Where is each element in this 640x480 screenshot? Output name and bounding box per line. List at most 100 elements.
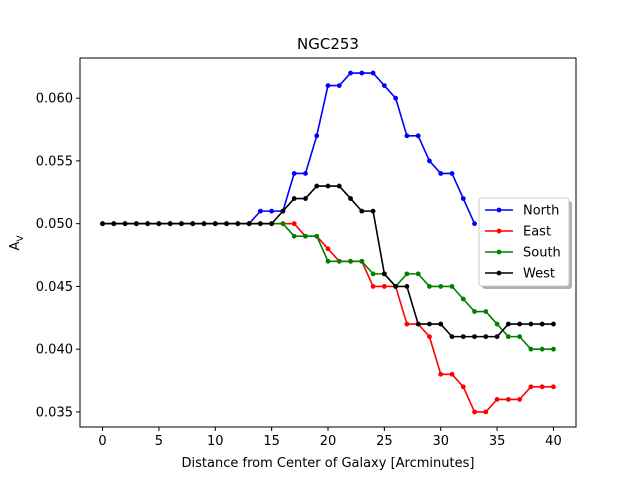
legend-marker-east (496, 228, 502, 234)
legend-label-east: East (523, 225, 551, 240)
legend-marker-north (496, 207, 502, 213)
data-point-west (449, 334, 455, 340)
data-point-west (438, 321, 444, 327)
x-tick-label: 35 (489, 434, 506, 449)
data-point-south (483, 309, 489, 314)
data-point-west (122, 221, 128, 227)
chart-title: NGC253 (297, 35, 359, 53)
legend-marker-south (496, 249, 502, 255)
legend-label-south: South (523, 246, 561, 261)
data-point-south (427, 284, 432, 289)
data-point-south (460, 296, 466, 302)
data-point-west (224, 221, 229, 227)
data-point-west (539, 321, 545, 327)
data-point-north (291, 171, 297, 176)
x-tick-label: 10 (207, 434, 224, 449)
data-point-north (404, 133, 410, 139)
data-point-east (370, 284, 376, 289)
data-point-south (438, 284, 444, 289)
data-point-west (483, 334, 489, 340)
data-point-west (517, 321, 523, 327)
y-axis-title-main: A (8, 242, 23, 251)
data-point-west (303, 196, 308, 201)
data-point-west (370, 208, 376, 214)
data-point-south (325, 258, 331, 264)
data-point-south (291, 233, 297, 239)
data-point-west (404, 284, 410, 289)
data-point-east (449, 371, 455, 377)
y-axis: 0.035 0.040 0.045 0.050 0.055 0.060 (36, 92, 80, 420)
data-point-east (291, 221, 297, 227)
legend-label-west: West (523, 267, 555, 282)
data-point-north (393, 95, 399, 101)
data-point-east (483, 409, 489, 415)
x-tick-label: 30 (432, 434, 449, 449)
data-point-north (303, 171, 308, 176)
y-axis-title-sub: V (16, 235, 26, 242)
data-point-north (269, 208, 275, 214)
legend-box (478, 197, 570, 287)
data-point-north (336, 83, 342, 89)
data-point-north (449, 171, 455, 176)
data-point-south (472, 309, 477, 314)
data-point-west (415, 321, 421, 327)
plot-area (100, 70, 556, 415)
data-point-west (246, 221, 252, 227)
data-point-south (528, 346, 534, 352)
data-point-north (257, 208, 263, 214)
data-point-west (393, 284, 399, 289)
y-tick-label: 0.055 (36, 154, 73, 169)
data-point-east (539, 384, 545, 390)
data-point-east (427, 334, 432, 340)
data-point-east (528, 384, 534, 390)
data-point-east (438, 371, 444, 377)
x-tick-label: 20 (320, 434, 337, 449)
data-point-south (280, 221, 286, 227)
data-point-west (190, 221, 196, 227)
data-point-east (517, 396, 523, 402)
data-point-north (325, 83, 331, 89)
legend: North East South West (478, 197, 572, 289)
data-point-west (528, 321, 534, 327)
data-point-west (348, 196, 353, 201)
data-point-west (325, 183, 331, 189)
data-point-south (336, 258, 342, 264)
data-point-north (359, 70, 365, 76)
data-point-west (235, 221, 241, 227)
data-point-west (472, 334, 477, 340)
data-point-east (551, 384, 556, 390)
data-point-east (472, 409, 477, 415)
y-tick-label: 0.050 (36, 217, 73, 232)
data-point-west (336, 183, 342, 189)
x-tick-label: 5 (155, 434, 163, 449)
data-point-south (348, 258, 353, 264)
x-tick-label: 0 (98, 434, 106, 449)
x-axis: 0 5 10 15 20 25 30 35 40 (98, 427, 562, 449)
y-tick-label: 0.045 (36, 280, 73, 295)
data-point-north (314, 133, 320, 139)
data-point-north (415, 133, 421, 139)
data-point-west (359, 208, 365, 214)
data-point-west (167, 221, 173, 227)
data-point-south (415, 271, 421, 277)
data-point-south (505, 334, 511, 340)
y-axis-title: AV (8, 235, 26, 251)
data-point-west (314, 183, 320, 189)
data-point-north (370, 70, 376, 76)
data-point-north (472, 221, 477, 227)
data-point-south (314, 233, 320, 239)
data-point-west (133, 221, 139, 227)
data-point-east (494, 396, 500, 402)
data-point-east (381, 284, 387, 289)
data-point-west (201, 221, 207, 227)
data-point-west (100, 221, 105, 227)
data-point-west (280, 208, 286, 214)
data-point-west (427, 321, 432, 327)
data-point-south (551, 346, 556, 352)
y-tick-label: 0.035 (36, 405, 73, 420)
data-point-west (179, 221, 184, 227)
data-point-west (494, 334, 500, 340)
data-point-east (460, 384, 466, 390)
data-point-west (156, 221, 162, 227)
